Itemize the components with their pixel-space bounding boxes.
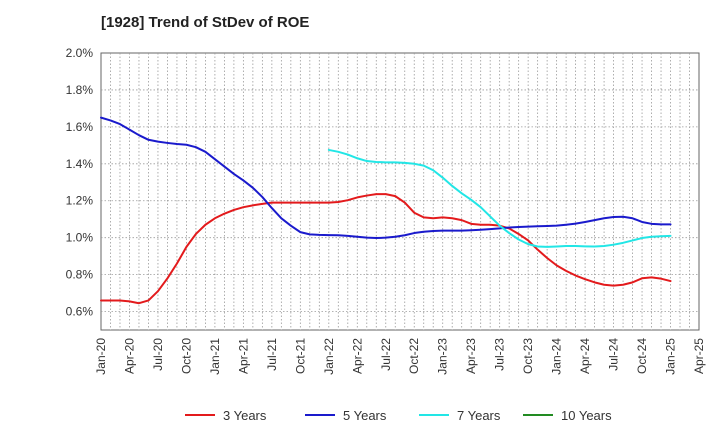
y-tick-label: 1.8% [66,83,94,97]
y-axis-ticks: 0.6% 0.8% 1.0% 1.2% 1.4% 1.6% 1.8% 2.0% [66,46,94,319]
series-line-5-years [100,116,672,240]
y-tick-label: 1.0% [66,231,94,245]
x-tick-label: Apr-25 [692,338,706,374]
legend-label: 3 Years [223,408,267,423]
series-line-7-years [327,148,672,248]
x-tick-label: Apr-21 [236,338,250,374]
series-line-3-years [100,193,672,305]
x-tick-label: Apr-24 [578,338,592,374]
y-tick-label: 1.2% [66,194,94,208]
x-tick-label: Jan-22 [322,338,336,375]
x-tick-label: Oct-23 [521,338,535,374]
x-tick-label: Oct-20 [179,338,193,374]
x-tick-label: Apr-23 [464,338,478,374]
x-tick-label: Jan-24 [550,338,564,375]
x-tick-label: Jul-24 [607,338,621,371]
x-tick-label: Jan-25 [664,338,678,375]
x-tick-label: Oct-24 [635,338,649,374]
x-tick-label: Jul-20 [151,338,165,371]
chart-title: [1928] Trend of StDev of ROE [101,14,310,31]
series-lines [100,116,672,305]
x-tick-label: Jan-23 [436,338,450,375]
x-tick-label: Jul-21 [265,338,279,371]
y-tick-label: 1.4% [66,157,94,171]
grid-lines [101,53,699,330]
x-tick-label: Apr-22 [350,338,364,374]
plot-area [100,52,700,331]
legend-label: 10 Years [561,408,612,423]
legend-label: 7 Years [457,408,501,423]
y-tick-label: 0.8% [66,268,94,282]
legend-label: 5 Years [343,408,387,423]
x-tick-label: Oct-22 [407,338,421,374]
x-axis-ticks: Jan-20 Apr-20 Jul-20 Oct-20 Jan-21 Apr-21 Jul-… [94,338,706,375]
x-tick-label: Jan-20 [94,338,108,375]
x-tick-label: Jan-21 [208,338,222,375]
x-tick-label: Apr-20 [122,338,136,374]
x-tick-label: Jul-23 [493,338,507,371]
legend: 3 Years 5 Years 7 Years 10 Years [185,408,612,423]
y-tick-label: 2.0% [66,46,94,60]
y-tick-label: 0.6% [66,305,94,319]
x-tick-label: Jul-22 [379,338,393,371]
y-tick-label: 1.6% [66,120,94,134]
x-tick-label: Oct-21 [293,338,307,374]
